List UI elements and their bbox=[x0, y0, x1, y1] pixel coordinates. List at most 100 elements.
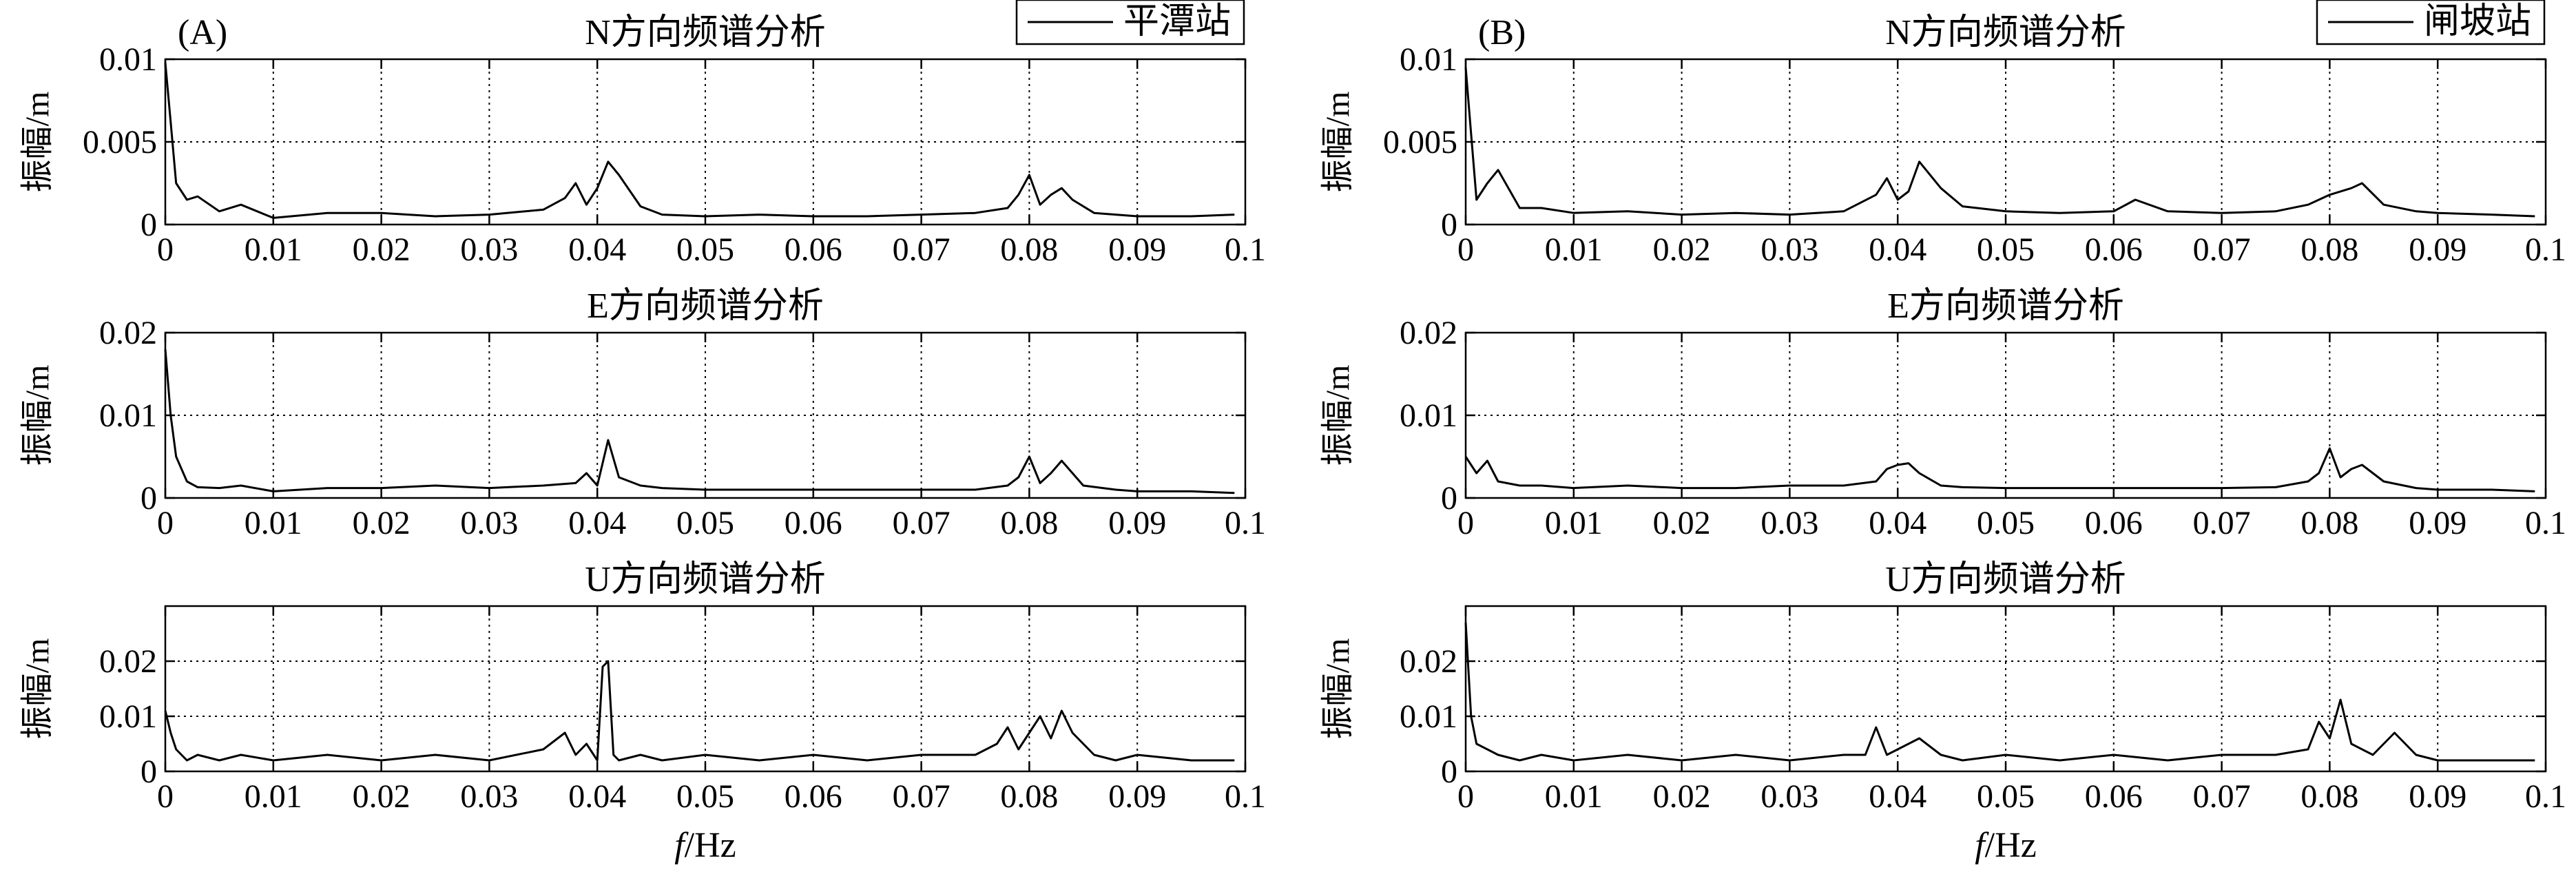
x-tick-label: 0.01 bbox=[1545, 505, 1603, 541]
y-axis-label: 振幅/m bbox=[1320, 638, 1356, 740]
subplot-title: U方向频谱分析 bbox=[585, 560, 826, 599]
panel-label: (A) bbox=[178, 13, 227, 52]
x-tick-label: 0 bbox=[157, 231, 174, 268]
subplot-B-1: 0 0.01 0.02 0.03 0.04 0.05 0.06 0.07 0.08 0.09 0.1… bbox=[1320, 0, 2566, 268]
y-axis-label: 振幅/m bbox=[1320, 365, 1356, 466]
x-tick-label: 0.04 bbox=[568, 505, 626, 541]
y-tick-label: 0.02 bbox=[99, 315, 157, 351]
legend-label: 平潭站 bbox=[1123, 2, 1231, 41]
x-tick-label: 0.1 bbox=[2525, 505, 2566, 541]
x-tick-label: 0.02 bbox=[1653, 778, 1711, 815]
series-line bbox=[164, 660, 1235, 762]
x-tick-label: 0.06 bbox=[785, 505, 842, 541]
x-tick-label: 0.02 bbox=[1653, 231, 1711, 268]
y-tick-label: 0.02 bbox=[99, 643, 157, 680]
x-tick-label: 0.02 bbox=[353, 505, 411, 541]
x-axis-label: f/Hz bbox=[674, 826, 736, 865]
x-tick-label: 0.06 bbox=[785, 778, 842, 815]
series-line bbox=[164, 348, 1235, 495]
series-line bbox=[1464, 67, 2535, 218]
series-line bbox=[164, 62, 1235, 219]
x-tick-label: 0.03 bbox=[460, 505, 518, 541]
y-axis-label: 振幅/m bbox=[19, 365, 56, 466]
x-tick-label: 0.01 bbox=[245, 231, 302, 268]
y-tick-label: 0.01 bbox=[1400, 41, 1457, 78]
x-tick-label: 0.04 bbox=[1869, 231, 1926, 268]
y-axis-label: 振幅/m bbox=[19, 92, 56, 193]
subplot-A-2: 0 0.01 0.02 0.03 0.04 0.05 0.06 0.07 0.08 0.09 0.1… bbox=[19, 287, 1266, 541]
x-tick-label: 0.07 bbox=[2193, 231, 2251, 268]
x-tick-label: 0.07 bbox=[2193, 505, 2251, 541]
x-tick-label: 0.05 bbox=[676, 778, 734, 815]
subplot-title: U方向频谱分析 bbox=[1885, 560, 2126, 599]
x-tick-label: 0.09 bbox=[2409, 505, 2466, 541]
y-tick-label: 0.01 bbox=[99, 397, 157, 434]
legend-label: 闸坡站 bbox=[2424, 2, 2531, 41]
x-tick-label: 0.08 bbox=[2300, 231, 2358, 268]
series-line bbox=[1464, 447, 2535, 492]
x-tick-label: 0.07 bbox=[893, 231, 951, 268]
x-tick-label: 0.09 bbox=[1108, 778, 1166, 815]
x-tick-label: 0.03 bbox=[460, 778, 518, 815]
x-tick-label: 0.06 bbox=[2085, 231, 2143, 268]
y-tick-label: 0 bbox=[1441, 480, 1457, 517]
x-tick-label: 0 bbox=[1457, 231, 1474, 268]
y-tick-label: 0.01 bbox=[1400, 698, 1457, 735]
x-tick-label: 0 bbox=[157, 505, 174, 541]
x-tick-label: 0.04 bbox=[568, 231, 626, 268]
x-tick-label: 0.08 bbox=[2300, 505, 2358, 541]
x-tick-label: 0.01 bbox=[245, 505, 302, 541]
x-tick-label: 0.05 bbox=[676, 231, 734, 268]
x-tick-label: 0.08 bbox=[1000, 505, 1058, 541]
subplot-title: N方向频谱分析 bbox=[1885, 13, 2126, 52]
x-tick-label: 0.05 bbox=[1977, 231, 2035, 268]
y-tick-label: 0.02 bbox=[1400, 643, 1457, 680]
x-tick-label: 0.02 bbox=[353, 778, 411, 815]
x-tick-label: 0.08 bbox=[1000, 778, 1058, 815]
x-tick-label: 0.1 bbox=[1225, 231, 1266, 268]
x-tick-label: 0 bbox=[157, 778, 174, 815]
subplot-A-1: 0 0.01 0.02 0.03 0.04 0.05 0.06 0.07 0.08 0.09 0.1… bbox=[19, 0, 1266, 268]
subplot-title: E方向频谱分析 bbox=[587, 287, 824, 326]
x-tick-label: 0.08 bbox=[2300, 778, 2358, 815]
panel-label: (B) bbox=[1478, 13, 1526, 52]
x-tick-label: 0.09 bbox=[1108, 505, 1166, 541]
x-tick-label: 0.07 bbox=[893, 778, 951, 815]
y-tick-label: 0 bbox=[1441, 207, 1457, 243]
x-tick-label: 0.01 bbox=[1545, 231, 1603, 268]
x-tick-label: 0.06 bbox=[2085, 778, 2143, 815]
y-tick-label: 0 bbox=[1441, 753, 1457, 790]
x-axis-label: f/Hz bbox=[1975, 826, 2037, 865]
x-tick-label: 0.02 bbox=[1653, 505, 1711, 541]
y-tick-label: 0 bbox=[141, 753, 157, 790]
x-tick-label: 0.1 bbox=[2525, 231, 2566, 268]
y-tick-label: 0.01 bbox=[99, 41, 157, 78]
subplot-A-3: 0 0.01 0.02 0.03 0.04 0.05 0.06 0.07 0.08 0.09 0.1… bbox=[19, 560, 1266, 865]
x-tick-label: 0.03 bbox=[1760, 505, 1818, 541]
x-tick-label: 0.03 bbox=[460, 231, 518, 268]
x-tick-label: 0.04 bbox=[1869, 778, 1926, 815]
x-tick-label: 0.09 bbox=[2409, 231, 2466, 268]
x-tick-label: 0.09 bbox=[2409, 778, 2466, 815]
x-tick-label: 0.03 bbox=[1760, 231, 1818, 268]
subplot-title: E方向频谱分析 bbox=[1887, 287, 2124, 326]
x-tick-label: 0.07 bbox=[2193, 778, 2251, 815]
x-tick-label: 0 bbox=[1457, 778, 1474, 815]
x-tick-label: 0 bbox=[1457, 505, 1474, 541]
subplot-B-2: 0 0.01 0.02 0.03 0.04 0.05 0.06 0.07 0.08 0.09 0.1… bbox=[1320, 287, 2566, 541]
y-axis-label: 振幅/m bbox=[19, 638, 56, 740]
x-tick-label: 0.06 bbox=[785, 231, 842, 268]
x-tick-label: 0.03 bbox=[1760, 778, 1818, 815]
y-axis-label: 振幅/m bbox=[1320, 92, 1356, 193]
y-tick-label: 0.01 bbox=[1400, 397, 1457, 434]
x-axis-label-unit: /Hz bbox=[1985, 826, 2037, 865]
x-tick-label: 0.1 bbox=[2525, 778, 2566, 815]
y-tick-label: 0.02 bbox=[1400, 315, 1457, 351]
x-tick-label: 0.02 bbox=[353, 231, 411, 268]
y-tick-label: 0 bbox=[141, 480, 157, 517]
x-tick-label: 0.07 bbox=[893, 505, 951, 541]
series-line bbox=[1464, 622, 2535, 762]
subplot-title: N方向频谱分析 bbox=[585, 13, 826, 52]
x-tick-label: 0.06 bbox=[2085, 505, 2143, 541]
